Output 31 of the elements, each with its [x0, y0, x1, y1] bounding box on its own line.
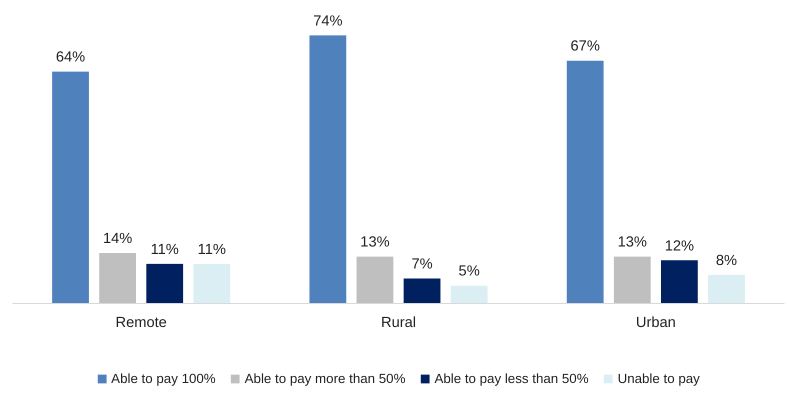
data-label: 67% — [570, 38, 600, 55]
bar — [404, 278, 440, 304]
x-tick-label: Urban — [636, 314, 676, 331]
data-label: 14% — [102, 231, 132, 248]
bar — [566, 60, 604, 304]
x-tick-label: Remote — [116, 314, 167, 331]
x-tick-label: Rural — [380, 314, 416, 331]
legend-label: Unable to pay — [618, 371, 700, 386]
bar — [99, 253, 136, 304]
data-label: 11% — [150, 242, 179, 258]
data-label: 11% — [198, 242, 226, 258]
data-label: 12% — [664, 238, 694, 254]
data-label: 5% — [458, 264, 480, 280]
data-label: 8% — [716, 252, 738, 269]
bar — [660, 260, 698, 304]
bar — [708, 274, 745, 304]
data-label: 13% — [618, 234, 647, 251]
legend-label: Able to pay more than 50% — [244, 371, 406, 386]
bar — [146, 264, 184, 304]
bar — [356, 256, 394, 304]
legend-label: Able to pay less than 50% — [434, 371, 589, 386]
bar — [309, 35, 346, 304]
legend-label: Able to pay 100% — [111, 371, 216, 386]
data-label: 13% — [360, 234, 390, 251]
data-label: 7% — [411, 256, 433, 272]
bar — [614, 256, 651, 304]
bar — [450, 286, 488, 304]
data-label: 64% — [56, 50, 86, 66]
data-label: 74% — [313, 13, 343, 30]
bar — [193, 264, 230, 304]
bar — [52, 72, 89, 304]
